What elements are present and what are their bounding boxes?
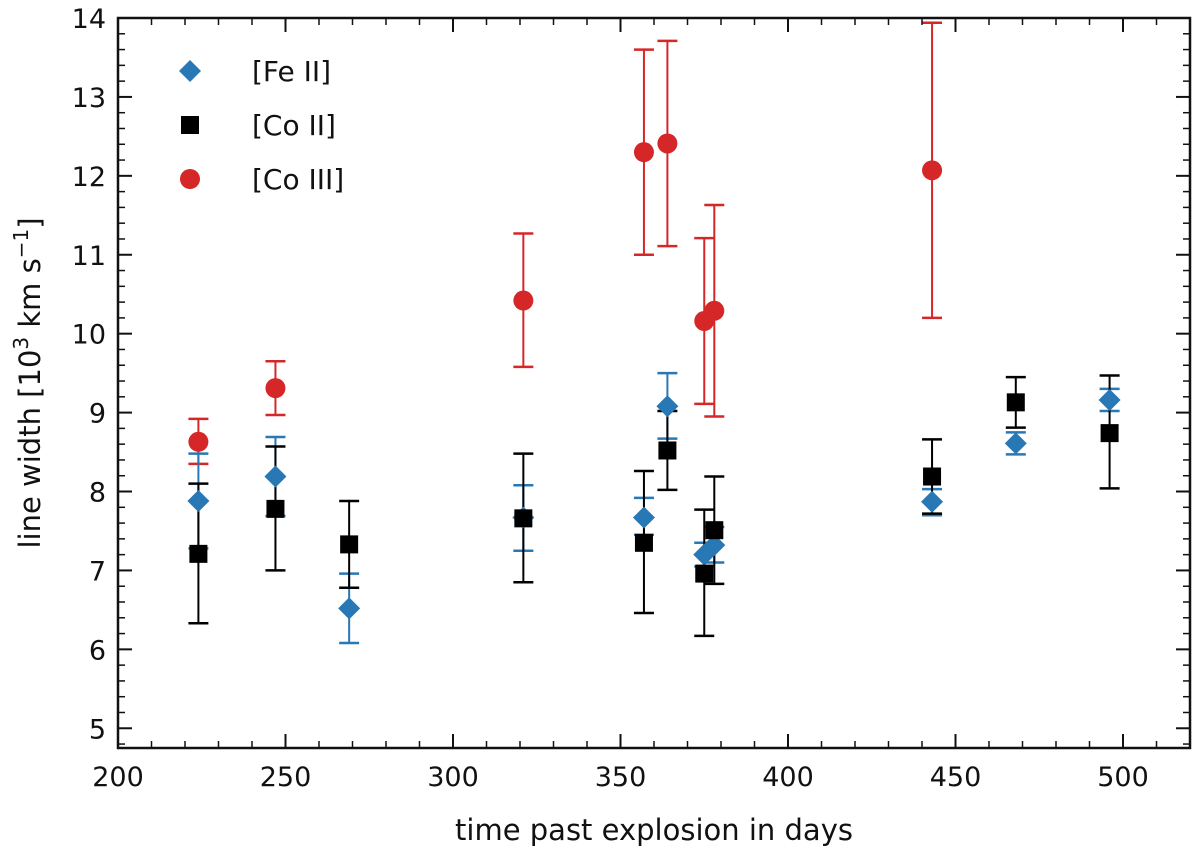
legend-label-co-ii: [Co II] xyxy=(252,109,336,142)
fe-ii-point xyxy=(1004,432,1027,455)
co-ii-point xyxy=(189,544,208,563)
fe-ii-point xyxy=(187,489,210,512)
legend-marker-fe-ii xyxy=(179,60,201,82)
co-iii-point xyxy=(513,290,534,311)
legend-label-co-iii: [Co III] xyxy=(252,163,344,196)
x-tick-label: 250 xyxy=(260,762,312,793)
fe-ii-point xyxy=(703,534,726,557)
x-tick-label: 450 xyxy=(930,762,982,793)
co-ii-point xyxy=(634,533,653,552)
x-tick-label: 200 xyxy=(92,762,144,793)
co-ii-point xyxy=(1006,393,1025,412)
legend-marker-co-ii xyxy=(181,116,199,134)
legend-marker-co-iii xyxy=(180,169,200,189)
co-iii-point xyxy=(633,142,654,163)
y-tick-label: 7 xyxy=(89,556,106,587)
y-tick-label: 12 xyxy=(72,162,106,193)
co-ii-point xyxy=(266,499,285,518)
co-ii-point xyxy=(695,564,714,583)
x-axis-label: time past explosion in days xyxy=(455,813,853,847)
co-ii-point xyxy=(658,441,677,460)
y-tick-label: 11 xyxy=(72,241,106,272)
y-axis-label-prefix: line width [10 xyxy=(13,350,47,549)
y-axis-label-unit: km s xyxy=(13,258,47,337)
co-ii-point xyxy=(923,467,942,486)
co-ii-point xyxy=(705,521,724,540)
legend: [Fe II] [Co II] [Co III] xyxy=(179,55,344,196)
co-ii-point xyxy=(514,509,533,528)
co-iii-point xyxy=(657,133,678,154)
y-tick-label: 8 xyxy=(89,478,106,509)
data-markers xyxy=(187,133,1121,620)
legend-label-fe-ii: [Fe II] xyxy=(252,55,331,88)
fe-ii-point xyxy=(264,465,287,488)
axis-ticks: 200 250 300 350 400 450 500 5 6 7 8 9 10 11 12 13 14 xyxy=(72,4,1190,793)
co-iii-point xyxy=(704,300,725,321)
fe-ii-point xyxy=(632,506,655,529)
y-tick-label: 6 xyxy=(89,635,106,666)
fe-ii-point xyxy=(338,597,361,620)
y-axis-label-exp: 3 xyxy=(9,337,33,350)
y-tick-label: 14 xyxy=(72,4,106,35)
y-tick-label: 9 xyxy=(89,399,106,430)
y-tick-label: 13 xyxy=(72,83,106,114)
x-tick-label: 500 xyxy=(1097,762,1149,793)
fe-ii-point xyxy=(1098,388,1121,411)
co-ii-point xyxy=(1100,424,1119,443)
co-iii-point xyxy=(188,431,209,452)
fe-ii-point xyxy=(921,490,944,513)
fe-ii-point xyxy=(656,395,679,418)
y-axis-label-exp2: −1 xyxy=(9,229,33,258)
y-tick-label: 10 xyxy=(72,320,106,351)
co-iii-point xyxy=(922,160,943,181)
y-tick-label: 5 xyxy=(89,714,106,745)
y-axis-label-suffix: ] xyxy=(13,217,47,228)
x-tick-label: 400 xyxy=(762,762,814,793)
x-tick-label: 300 xyxy=(427,762,479,793)
x-tick-label: 350 xyxy=(595,762,647,793)
co-iii-point xyxy=(265,378,286,399)
y-axis-label: line width [103 km s−1] xyxy=(9,217,47,548)
co-ii-point xyxy=(340,535,359,554)
